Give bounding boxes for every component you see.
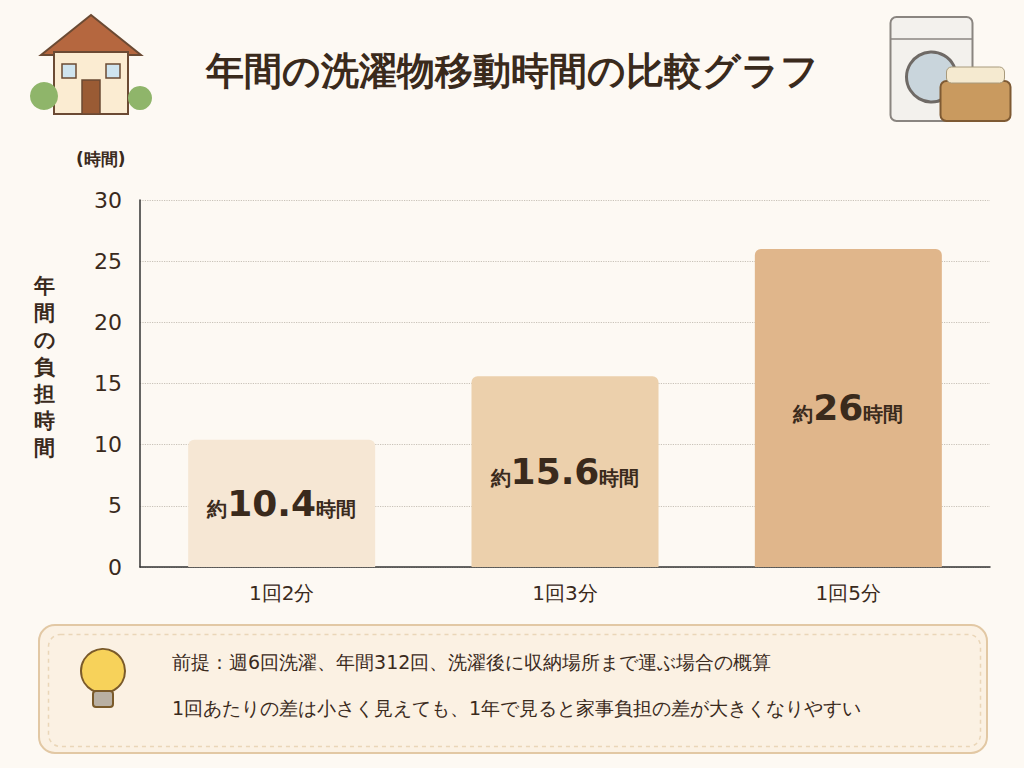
svg-text:1回あたりの差は小さく見えても、1年で見ると家事負担の差が大: 1回あたりの差は小さく見えても、1年で見ると家事負担の差が大きくなりやすい [172, 697, 861, 719]
svg-text:前提：週6回洗濯、年間312回、洗濯後に収納場所まで運ぶ場合: 前提：週6回洗濯、年間312回、洗濯後に収納場所まで運ぶ場合の概算 [172, 651, 771, 673]
svg-text:担: 担 [33, 382, 55, 406]
svg-text:10: 10 [94, 432, 122, 457]
svg-text:間: 間 [34, 436, 55, 460]
svg-text:15: 15 [94, 371, 122, 396]
svg-text:約: 約 [206, 497, 227, 521]
svg-text:5: 5 [108, 493, 122, 518]
svg-text:25: 25 [94, 249, 122, 274]
svg-text:26: 26 [813, 387, 863, 428]
svg-text:30: 30 [94, 188, 122, 213]
svg-text:1回2分: 1回2分 [249, 581, 314, 605]
svg-text:時: 時 [34, 409, 55, 433]
svg-text:10.4: 10.4 [227, 483, 316, 524]
svg-text:間: 間 [34, 301, 55, 325]
svg-text:時間: 時間 [599, 466, 639, 490]
svg-text:年: 年 [33, 274, 55, 298]
svg-text:負: 負 [34, 355, 56, 379]
svg-text:時間: 時間 [863, 402, 903, 426]
svg-text:年間の洗濯物移動時間の比較グラフ: 年間の洗濯物移動時間の比較グラフ [205, 49, 819, 93]
svg-text:の: の [34, 328, 56, 352]
svg-text:(時間): (時間) [76, 149, 126, 169]
svg-text:1回3分: 1回3分 [532, 581, 597, 605]
svg-text:0: 0 [108, 555, 122, 580]
svg-text:時間: 時間 [316, 497, 356, 521]
svg-text:約: 約 [490, 466, 511, 490]
svg-text:1回5分: 1回5分 [816, 581, 881, 605]
svg-text:15.6: 15.6 [511, 451, 600, 492]
svg-text:20: 20 [94, 310, 122, 335]
svg-text:約: 約 [792, 402, 813, 426]
